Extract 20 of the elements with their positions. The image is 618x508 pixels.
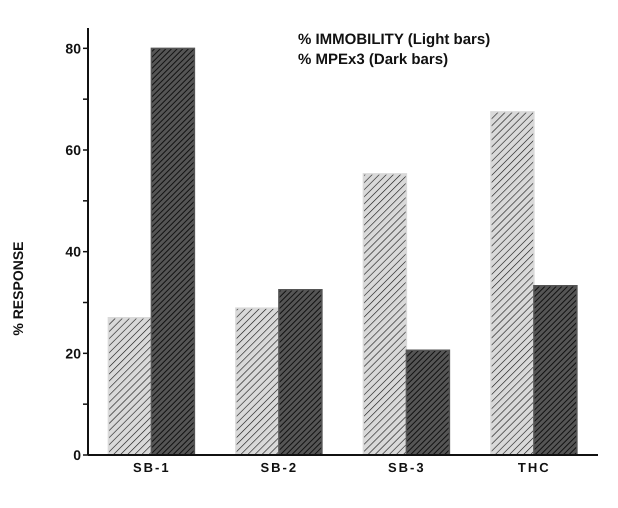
bar [406, 350, 450, 455]
y-tick-label: 20 [65, 345, 82, 362]
x-tick-label: SB-1 [132, 460, 171, 476]
bar [362, 173, 408, 455]
x-tick-label: THC [518, 460, 551, 476]
y-tick-label: 60 [65, 142, 82, 158]
annotation: % IMMOBILITY (Light bars) [298, 30, 490, 50]
x-tick-label: SB-2 [260, 460, 298, 476]
y-tick-label: 0 [73, 446, 82, 463]
y-tick-label: 40 [65, 244, 82, 260]
y-tick-label: 80 [65, 40, 82, 56]
y-axis-title: % RESPONSE [10, 242, 26, 336]
bar [490, 111, 535, 455]
bar [533, 284, 578, 455]
x-tick-label: SB-3 [388, 460, 426, 476]
bar [150, 48, 196, 455]
bar [108, 317, 152, 455]
annotation: % MPEx3 (Dark bars) [298, 50, 450, 70]
bar [235, 307, 280, 455]
bar [278, 289, 323, 455]
